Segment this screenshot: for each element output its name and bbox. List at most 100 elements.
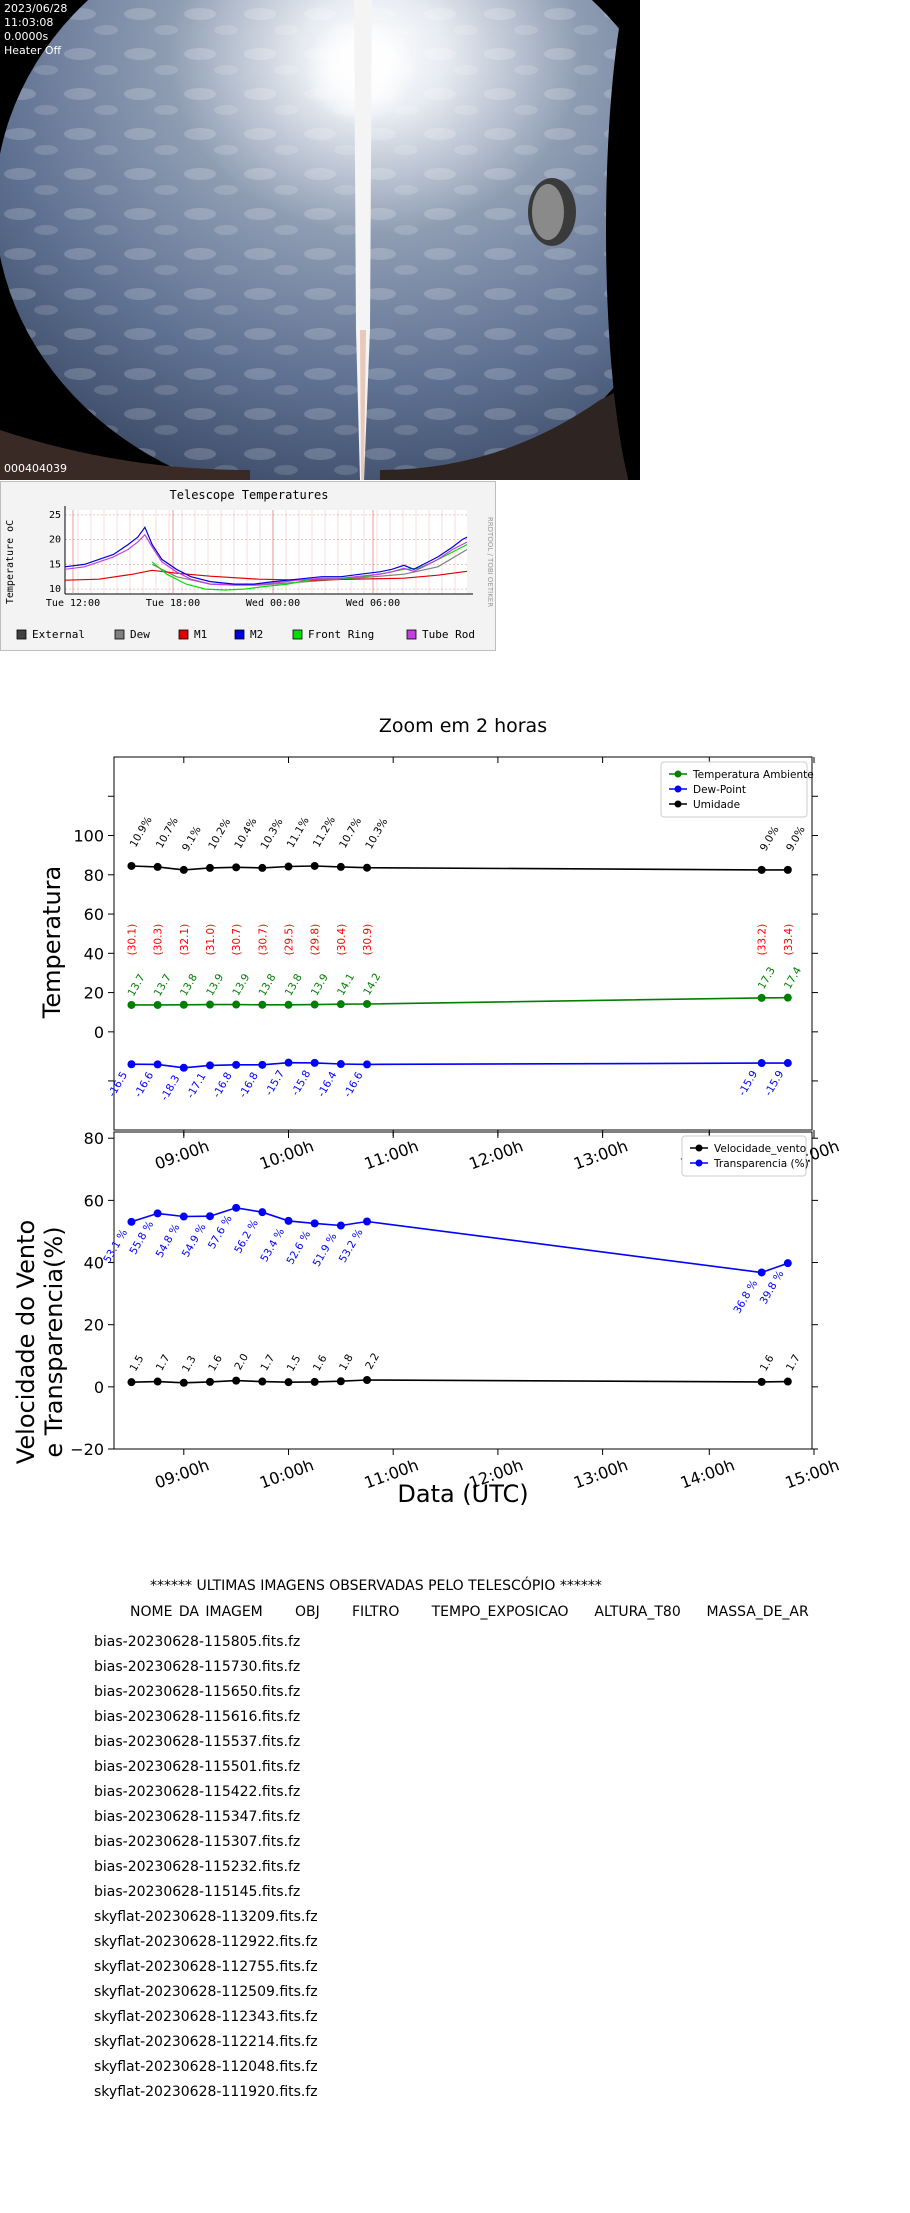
legend-label: Transparencia (%) <box>713 1158 809 1170</box>
tele-legend-swatch <box>406 629 417 640</box>
data-label: 14.2 <box>361 971 383 997</box>
data-point <box>232 1203 241 1212</box>
allsky-sky-picture <box>0 0 640 480</box>
allsky-frame-id: 000404039 <box>4 462 67 475</box>
tele-legend-item: Tube Rod <box>406 628 475 641</box>
tele-legend-label: External <box>32 628 85 641</box>
x-tick-label: 10:00h <box>257 1455 316 1492</box>
data-label: 13.9 <box>309 972 331 998</box>
tele-legend-swatch <box>234 629 245 640</box>
data-point <box>258 1377 267 1386</box>
data-point <box>127 1217 136 1226</box>
y-tick-label: 0 <box>94 1023 104 1042</box>
image-list-item: skyflat-20230628-113209.fits.fz <box>94 1909 318 1925</box>
data-label: 2.2 <box>363 1351 382 1371</box>
tele-line-tube-rod <box>64 533 468 586</box>
tele-legend-label: Front Ring <box>308 628 374 641</box>
tele-legend-item: Front Ring <box>292 628 374 641</box>
data-label: -16.5 <box>106 1070 130 1100</box>
image-list-item: bias-20230628-115650.fits.fz <box>94 1684 301 1700</box>
image-list-item: bias-20230628-115422.fits.fz <box>94 1784 301 1800</box>
data-label: -16.8 <box>211 1070 235 1100</box>
legend-label: Dew-Point <box>693 784 746 796</box>
data-label: 17.3 <box>756 965 778 991</box>
annotation-label: (30.7) <box>231 924 243 956</box>
data-point <box>284 1378 293 1387</box>
data-point <box>153 1377 162 1386</box>
data-point <box>363 1217 372 1226</box>
data-point <box>284 1000 293 1009</box>
legend-label: Temperatura Ambiente <box>692 769 814 781</box>
legend-label: Umidade <box>693 799 740 811</box>
chart2-frame <box>113 1131 813 1450</box>
data-point <box>284 1058 293 1067</box>
image-list-item: bias-20230628-115616.fits.fz <box>94 1709 301 1725</box>
data-label: -16.6 <box>132 1070 156 1100</box>
tele-legend-swatch <box>178 629 189 640</box>
tele-xtick-label: Tue 12:00 <box>46 598 100 609</box>
data-label: 9.0% <box>784 824 808 853</box>
data-label: 13.8 <box>257 972 279 998</box>
tele-ylabel: Temperature oC <box>5 520 16 604</box>
legend-marker <box>674 800 682 808</box>
data-label: -16.8 <box>237 1070 261 1100</box>
tele-legend-swatch <box>16 629 27 640</box>
chart1-frame <box>113 756 813 1131</box>
chart2-ylabel-line2: e Transparencia(%) <box>40 1226 68 1457</box>
data-label: -15.9 <box>736 1069 760 1099</box>
data-label: -18.3 <box>158 1073 182 1103</box>
tele-ytick-label: 25 <box>49 510 61 521</box>
data-label: 10.2% <box>206 817 233 852</box>
data-point <box>336 862 345 871</box>
data-point <box>205 863 214 872</box>
data-label: 9.1% <box>180 824 204 853</box>
tele-plot-area <box>65 510 467 594</box>
x-tick-label: 09:00h <box>152 1455 211 1492</box>
last-images-section: ****** ULTIMAS IMAGENS OBSERVADAS PELO T… <box>0 1570 910 2130</box>
y-tick-label: 80 <box>84 866 104 885</box>
series-line <box>131 1379 788 1384</box>
image-list-item: skyflat-20230628-112214.fits.fz <box>94 2034 318 2050</box>
series-temperatura-ambiente: 13.7 13.7 13.8 13.9 13.9 13.8 13.8 13.9 14.1 14.2… <box>126 965 804 1009</box>
data-point <box>783 1059 792 1068</box>
data-label: 13.7 <box>152 972 174 998</box>
data-point <box>310 1058 319 1067</box>
y-tick-label: −20 <box>70 1440 104 1459</box>
legend-marker <box>674 785 682 793</box>
data-label: 1.5 <box>285 1353 304 1373</box>
series-line <box>131 1061 788 1069</box>
x-tick-label: 15:00h <box>782 1455 841 1492</box>
x-tick-label: 09:00h <box>152 1136 211 1173</box>
data-label: 10.4% <box>232 816 259 851</box>
tele-legend-label: M2 <box>250 628 263 641</box>
data-point <box>757 865 766 874</box>
legend-marker <box>674 770 682 778</box>
image-list-item: skyflat-20230628-112755.fits.fz <box>94 1959 318 1975</box>
data-label: 10.7% <box>337 816 364 851</box>
annotation-label: (32.1) <box>179 924 191 956</box>
image-list-item: skyflat-20230628-112343.fits.fz <box>94 2009 318 2025</box>
tele-line-m1 <box>64 569 468 581</box>
data-label: 14.1 <box>335 971 357 997</box>
data-label: 13.8 <box>283 972 305 998</box>
data-point <box>127 1060 136 1069</box>
tele-legend-item: M1 <box>178 628 207 641</box>
data-point <box>127 1378 136 1387</box>
annotation-label: (30.9) <box>362 924 374 956</box>
data-point <box>310 861 319 870</box>
data-point <box>310 1219 319 1228</box>
tele-legend-item: Dew <box>114 628 150 641</box>
data-point <box>232 1060 241 1069</box>
data-label: 13.7 <box>126 972 148 998</box>
legend-box <box>660 761 808 818</box>
image-list-item: bias-20230628-115145.fits.fz <box>94 1884 301 1900</box>
tele-legend-item: External <box>16 628 85 641</box>
weather-charts: Zoom em 2 horas Temperatura 0 20 40 60 80 100… <box>0 700 910 1560</box>
data-label: 11.2% <box>311 815 338 850</box>
data-point <box>336 1377 345 1386</box>
legend-box <box>681 1135 807 1177</box>
series-transparencia-: 53.1 %55.8 %54.8 %54.9 %57.6 %56.2 %53.4… <box>101 1203 792 1316</box>
data-label: 36.8 % <box>732 1278 761 1316</box>
data-label: 1.3 <box>180 1354 199 1374</box>
data-point <box>757 1268 766 1277</box>
